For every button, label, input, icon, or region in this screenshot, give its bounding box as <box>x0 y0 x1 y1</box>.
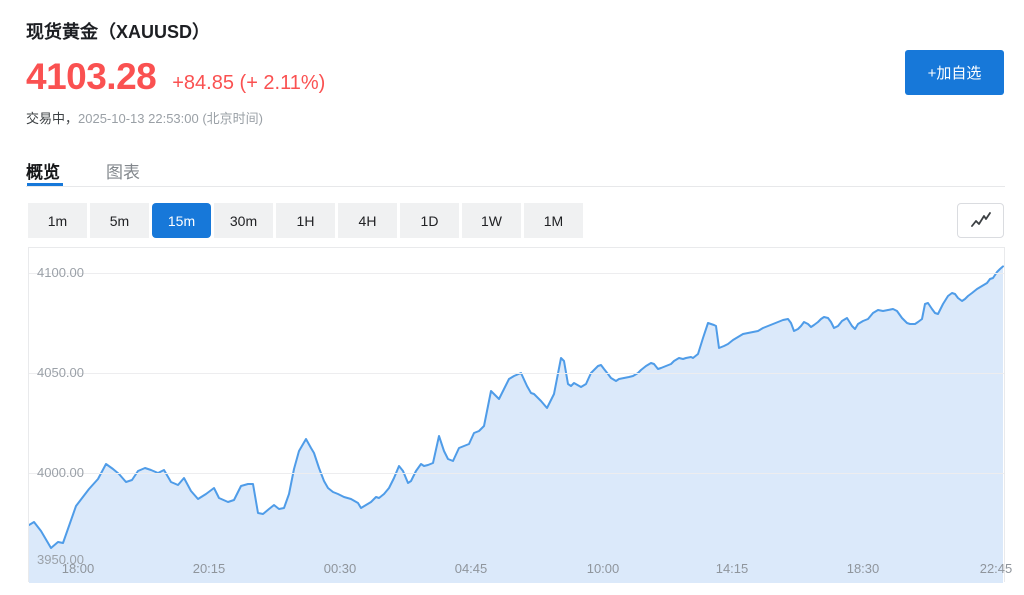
price-change: +84.85 (+ 2.11%) <box>172 72 326 94</box>
tab-chart[interactable]: 图表 <box>106 163 140 182</box>
tab-overview[interactable]: 概览 <box>26 163 60 182</box>
last-price: 4103.28 <box>26 56 157 97</box>
range-button-4h[interactable]: 4H <box>338 203 397 238</box>
range-button-1h[interactable]: 1H <box>276 203 335 238</box>
area-fill <box>29 266 1003 583</box>
tabs-divider <box>26 186 1005 187</box>
x-axis-label: 18:00 <box>61 561 95 576</box>
x-axis-label: 22:45 <box>979 561 1013 576</box>
price-row: 4103.28 +84.85 (+ 2.11%) <box>26 56 325 98</box>
trading-status-row: 交易中，2025-10-13 22:53:00 (北京时间) <box>26 108 263 127</box>
y-axis-label: 4100.00 <box>37 265 84 280</box>
range-button-30m[interactable]: 30m <box>214 203 273 238</box>
active-tab-underline <box>27 183 63 186</box>
y-gridline <box>29 273 1004 274</box>
range-button-15m[interactable]: 15m <box>152 203 211 238</box>
x-axis-label: 18:30 <box>846 561 880 576</box>
y-axis-label: 3950.00 <box>37 552 84 567</box>
range-button-1d[interactable]: 1D <box>400 203 459 238</box>
area-chart-canvas <box>29 265 1004 583</box>
chart-type-button[interactable] <box>957 203 1004 238</box>
range-button-1w[interactable]: 1W <box>462 203 521 238</box>
x-axis-label: 10:00 <box>586 561 620 576</box>
x-axis-label: 00:30 <box>323 561 357 576</box>
x-axis-label: 20:15 <box>192 561 226 576</box>
price-line <box>29 265 1004 549</box>
timeframe-toolbar: 1m 5m 15m 30m 1H 4H 1D 1W 1M <box>28 203 583 238</box>
add-watchlist-button[interactable]: +加自选 <box>905 50 1004 95</box>
trading-status: 交易中， <box>26 111 79 126</box>
instrument-title: 现货黄金（XAUUSD） <box>26 22 211 42</box>
range-button-1m[interactable]: 1M <box>524 203 583 238</box>
price-chart[interactable]: 4100.00 4050.00 4000.00 3950.00 18:00 20:15 00… <box>28 247 1012 583</box>
y-axis-label: 4000.00 <box>37 465 84 480</box>
x-axis-label: 04:45 <box>454 561 488 576</box>
y-axis-label: 4050.00 <box>37 365 84 380</box>
quote-timestamp: 2025-10-13 22:53:00 (北京时间) <box>78 111 263 126</box>
x-axis-label: 14:15 <box>715 561 749 576</box>
y-gridline <box>29 473 1004 474</box>
range-button-1m[interactable]: 1m <box>28 203 87 238</box>
trend-line-icon <box>970 212 992 229</box>
range-button-5m[interactable]: 5m <box>90 203 149 238</box>
y-gridline <box>29 373 1004 374</box>
